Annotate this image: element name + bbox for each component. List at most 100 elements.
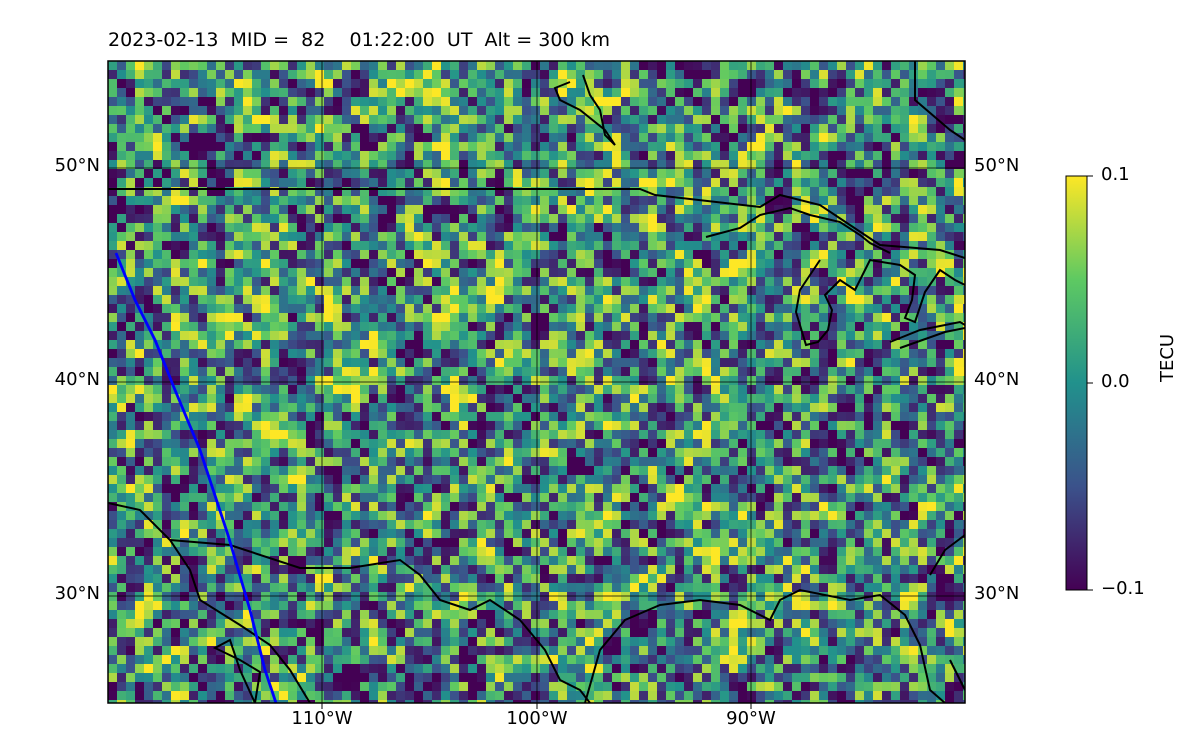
tec-cell <box>513 151 522 160</box>
tec-cell <box>837 358 846 367</box>
tec-cell <box>945 367 954 376</box>
tec-cell <box>603 466 612 475</box>
tec-cell <box>639 493 648 502</box>
tec-cell <box>225 376 234 385</box>
tec-cell <box>387 349 396 358</box>
tec-cell <box>882 214 891 223</box>
tec-cell <box>198 277 207 286</box>
tec-cell <box>108 430 117 439</box>
tec-cell <box>207 376 216 385</box>
tec-cell <box>351 214 360 223</box>
tec-cell <box>792 142 801 151</box>
tec-cell <box>603 124 612 133</box>
tec-cell <box>486 160 495 169</box>
tec-cell <box>558 259 567 268</box>
tec-cell <box>162 403 171 412</box>
tec-cell <box>135 223 144 232</box>
tec-cell <box>684 475 693 484</box>
tec-cell <box>954 394 963 403</box>
tec-cell <box>144 79 153 88</box>
tec-cell <box>441 97 450 106</box>
tec-cell <box>234 124 243 133</box>
tec-cell <box>207 412 216 421</box>
tec-cell <box>288 331 297 340</box>
tec-cell <box>819 421 828 430</box>
tec-cell <box>171 61 180 70</box>
tec-cell <box>126 529 135 538</box>
tec-cell <box>189 88 198 97</box>
tec-cell <box>396 340 405 349</box>
tec-cell <box>477 286 486 295</box>
tec-cell <box>603 241 612 250</box>
tec-cell <box>909 295 918 304</box>
tec-cell <box>864 502 873 511</box>
tec-cell <box>189 97 198 106</box>
tec-cell <box>297 385 306 394</box>
tec-cell <box>153 412 162 421</box>
tec-cell <box>450 385 459 394</box>
tec-cell <box>171 502 180 511</box>
tec-cell <box>747 430 756 439</box>
tec-cell <box>711 430 720 439</box>
tec-cell <box>765 187 774 196</box>
tec-cell <box>531 358 540 367</box>
tec-cell <box>198 70 207 79</box>
tec-cell <box>666 88 675 97</box>
tec-cell <box>756 241 765 250</box>
tec-cell <box>297 394 306 403</box>
tec-cell <box>900 520 909 529</box>
tec-cell <box>180 439 189 448</box>
tec-cell <box>693 367 702 376</box>
tec-cell <box>333 484 342 493</box>
tec-cell <box>153 151 162 160</box>
tec-cell <box>783 142 792 151</box>
tec-cell <box>801 205 810 214</box>
tec-cell <box>324 457 333 466</box>
tec-cell <box>765 322 774 331</box>
tec-cell <box>459 259 468 268</box>
tec-cell <box>378 97 387 106</box>
tec-cell <box>441 115 450 124</box>
tec-cell <box>558 403 567 412</box>
tec-cell <box>738 187 747 196</box>
tec-cell <box>747 304 756 313</box>
tec-cell <box>612 502 621 511</box>
tec-cell <box>612 214 621 223</box>
tec-cell <box>423 115 432 124</box>
tec-cell <box>369 511 378 520</box>
tec-cell <box>549 511 558 520</box>
tec-cell <box>936 178 945 187</box>
tec-cell <box>225 448 234 457</box>
tec-cell <box>189 340 198 349</box>
tec-cell <box>450 430 459 439</box>
tec-cell <box>666 196 675 205</box>
tec-cell <box>738 79 747 88</box>
tec-cell <box>684 142 693 151</box>
tec-cell <box>558 358 567 367</box>
tec-cell <box>252 160 261 169</box>
tec-cell <box>432 511 441 520</box>
tec-cell <box>954 241 963 250</box>
tec-cell <box>657 493 666 502</box>
tec-cell <box>747 340 756 349</box>
tec-cell <box>684 178 693 187</box>
tec-cell <box>513 178 522 187</box>
tec-cell <box>252 331 261 340</box>
tec-cell <box>711 385 720 394</box>
tec-cell <box>945 376 954 385</box>
tec-cell <box>162 349 171 358</box>
tec-cell <box>333 511 342 520</box>
tec-cell <box>702 421 711 430</box>
tec-cell <box>234 358 243 367</box>
tec-cell <box>243 502 252 511</box>
tec-cell <box>288 106 297 115</box>
tec-cell <box>909 412 918 421</box>
tec-cell <box>540 403 549 412</box>
tec-cell <box>612 421 621 430</box>
tec-cell <box>666 367 675 376</box>
tec-cell <box>675 304 684 313</box>
tec-cell <box>486 277 495 286</box>
tec-cell <box>180 448 189 457</box>
tec-cell <box>162 250 171 259</box>
tec-cell <box>747 322 756 331</box>
